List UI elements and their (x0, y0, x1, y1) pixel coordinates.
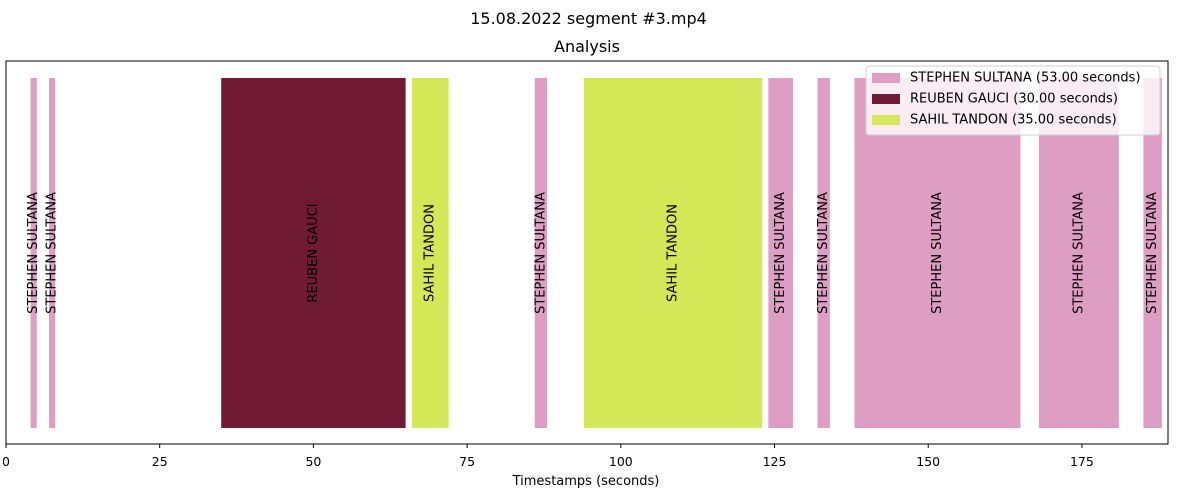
legend-label: REUBEN GAUCI (30.00 seconds) (910, 92, 1118, 107)
segments-layer (30, 78, 1162, 428)
segment-label: STEPHEN SULTANA (1145, 192, 1160, 314)
segment-bar (30, 78, 37, 428)
segment-bar (534, 78, 548, 428)
segment-label: REUBEN GAUCI (306, 203, 321, 302)
x-tick-label: 25 (152, 454, 168, 469)
segment-label: SAHIL TANDON (423, 204, 438, 302)
segment-labels-layer: STEPHEN SULTANA STEPHEN SULTANA REUBEN GAU… (26, 192, 1160, 314)
legend-swatch (872, 73, 900, 83)
x-axis-label: Timestamps (seconds) (512, 474, 660, 489)
segment-label: STEPHEN SULTANA (26, 192, 41, 314)
x-tick-label: 150 (916, 454, 940, 469)
segment-bar (411, 78, 449, 428)
segment-bar (49, 78, 56, 428)
segment-bar (583, 78, 763, 428)
plot-frame (5, 60, 1169, 445)
figure-title: 15.08.2022 segment #3.mp4 (470, 9, 707, 28)
segment-bar (1038, 78, 1119, 428)
segment-bar (817, 78, 830, 428)
legend-box (865, 65, 1161, 136)
segment-bar (1143, 78, 1162, 428)
x-axis: 0 25 50 75 100 125 150 175 (2, 444, 1094, 469)
segment-label: STEPHEN SULTANA (816, 192, 831, 314)
segment-label: STEPHEN SULTANA (45, 192, 60, 314)
segment-label: SAHIL TANDON (666, 204, 681, 302)
segment-bar (854, 78, 1021, 428)
x-tick-label: 75 (459, 454, 475, 469)
segment-bar (221, 78, 406, 428)
legend-swatch (872, 94, 900, 104)
segment-label: STEPHEN SULTANA (773, 192, 788, 314)
x-tick-label: 50 (305, 454, 321, 469)
segment-label: STEPHEN SULTANA (1071, 192, 1086, 314)
segment-label: STEPHEN SULTANA (930, 192, 945, 314)
segment-bar (768, 78, 793, 428)
legend: STEPHEN SULTANA (53.00 seconds) REUBEN GA… (865, 65, 1161, 136)
axes-title: Analysis (554, 37, 620, 56)
x-tick-label: 125 (763, 454, 787, 469)
segment-label: STEPHEN SULTANA (533, 192, 548, 314)
legend-label: STEPHEN SULTANA (53.00 seconds) (910, 71, 1141, 86)
x-tick-label: 100 (609, 454, 633, 469)
legend-swatch (872, 115, 900, 125)
x-tick-label: 0 (2, 454, 10, 469)
x-tick-label: 175 (1070, 454, 1094, 469)
legend-label: SAHIL TANDON (35.00 seconds) (910, 113, 1117, 128)
